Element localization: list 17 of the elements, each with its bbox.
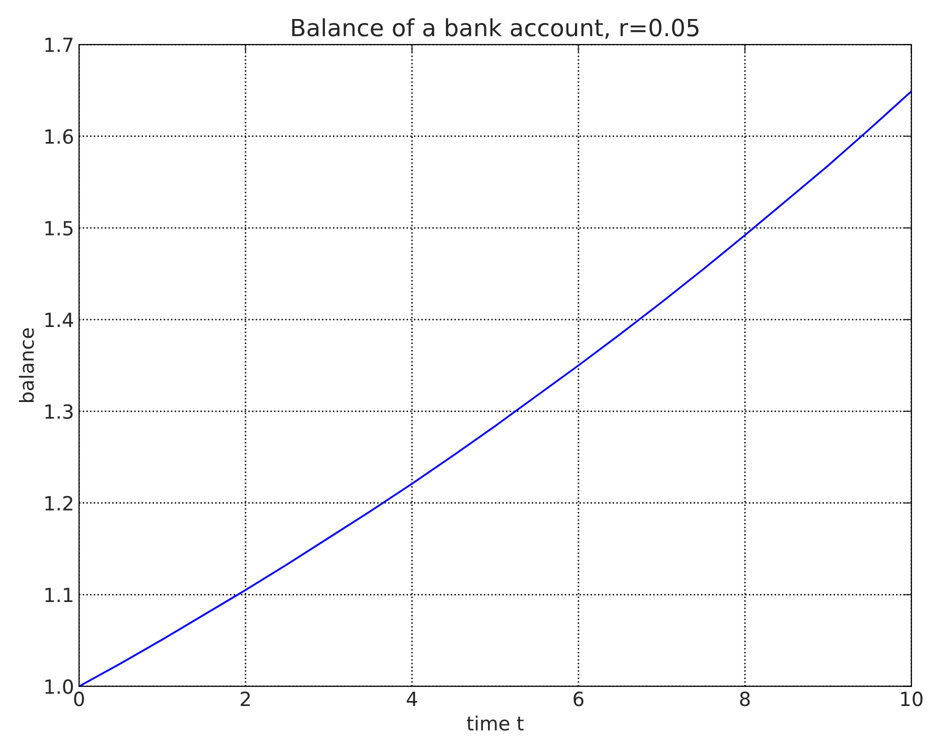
y-tick-label: 1.2 (45, 496, 72, 510)
y-tick-label: 1.3 (45, 404, 73, 419)
x-tick-label: 2 (240, 692, 250, 706)
x-tick-label: 4 (406, 692, 418, 706)
x-axis-title: time t (466, 716, 524, 731)
chart-title: Balance of a bank account, r=0.05 (292, 18, 698, 39)
x-tick-label: 8 (740, 692, 750, 706)
y-tick-label: 1.6 (45, 129, 73, 144)
y-tick-label: 1.5 (45, 221, 72, 236)
x-tick-label: 0 (74, 692, 84, 706)
y-axis-title: balance (18, 328, 34, 402)
y-tick-label: 1.0 (45, 679, 73, 694)
y-tick-label: 1.4 (45, 312, 74, 327)
y-tick-label: 1.1 (45, 588, 72, 602)
x-tick-label: 10 (901, 692, 922, 706)
x-tick-label: 6 (574, 692, 584, 706)
y-tick-label: 1.7 (45, 38, 73, 52)
